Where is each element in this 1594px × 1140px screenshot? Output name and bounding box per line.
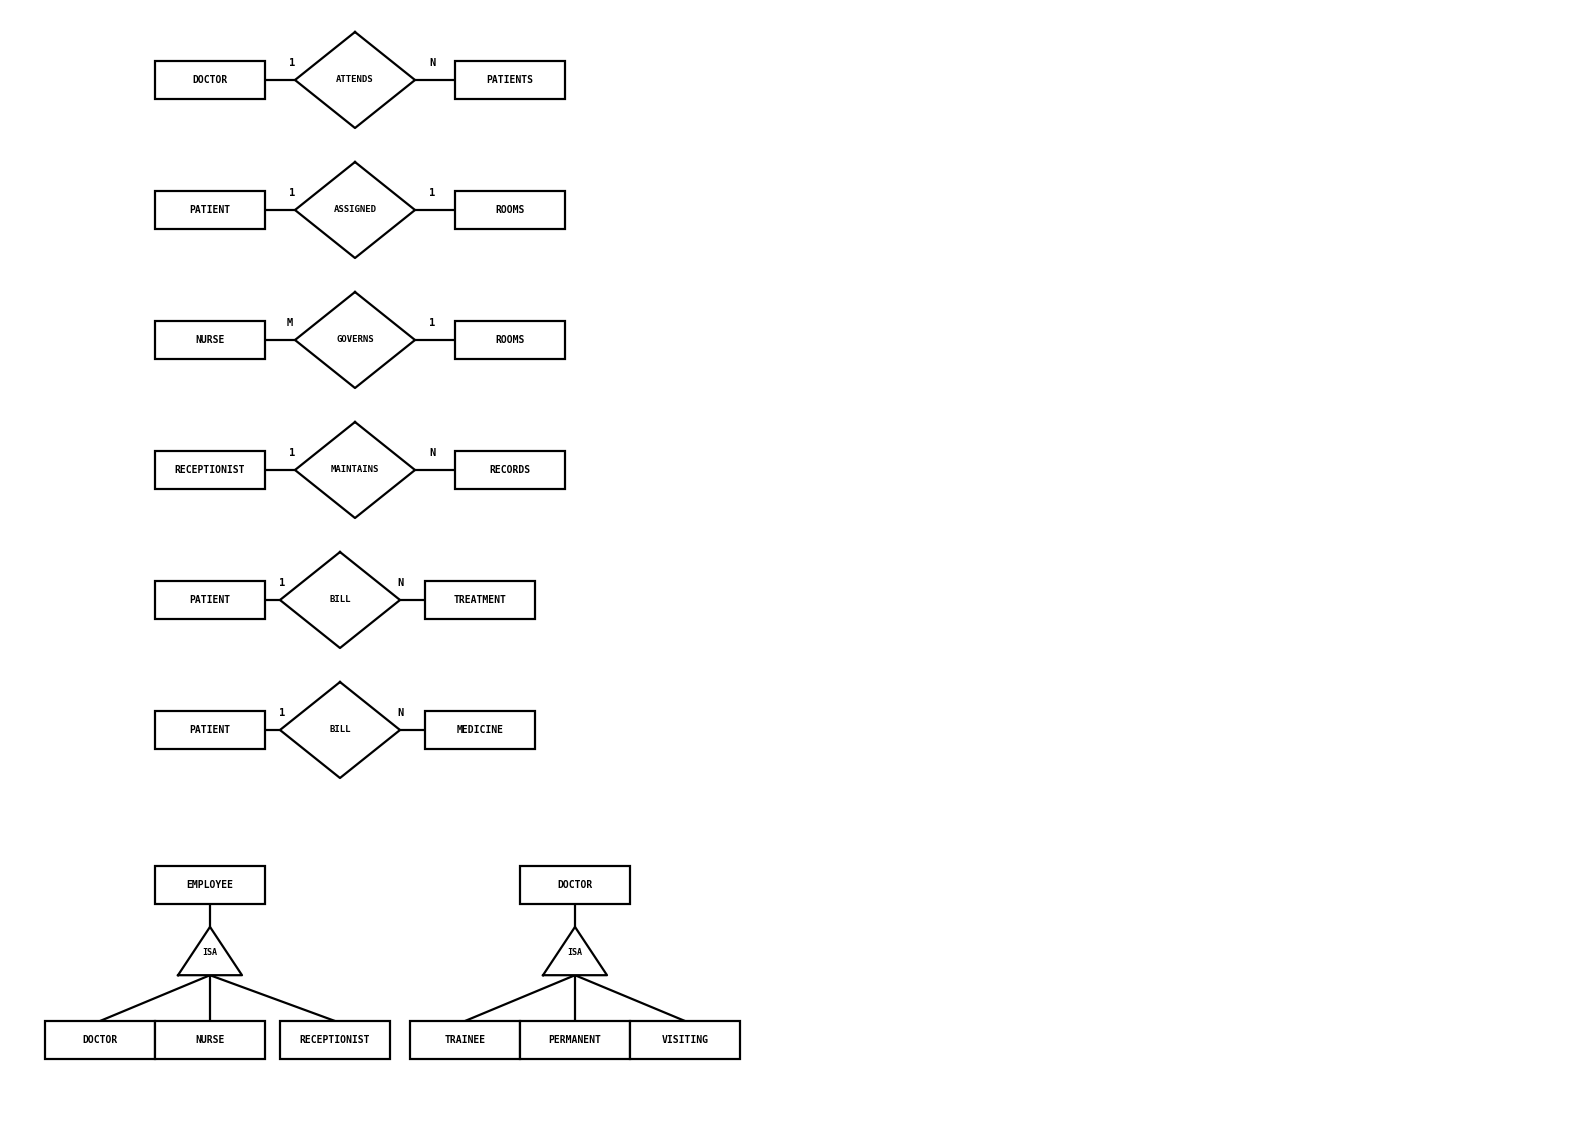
Text: 1: 1 xyxy=(279,578,285,588)
Text: PATIENT: PATIENT xyxy=(190,595,231,605)
Text: M: M xyxy=(287,318,293,328)
FancyBboxPatch shape xyxy=(426,711,536,749)
Text: BILL: BILL xyxy=(330,595,351,604)
Text: VISITING: VISITING xyxy=(662,1035,708,1045)
Text: 1: 1 xyxy=(289,448,295,458)
Text: ROOMS: ROOMS xyxy=(496,205,524,215)
Text: DOCTOR: DOCTOR xyxy=(558,880,593,890)
Text: BILL: BILL xyxy=(330,725,351,734)
Text: 1: 1 xyxy=(289,188,295,198)
FancyBboxPatch shape xyxy=(454,62,564,99)
Text: ASSIGNED: ASSIGNED xyxy=(333,205,376,214)
Text: 1: 1 xyxy=(289,58,295,68)
Polygon shape xyxy=(281,682,400,777)
Text: N: N xyxy=(429,448,435,458)
Text: TREATMENT: TREATMENT xyxy=(454,595,507,605)
Text: MAINTAINS: MAINTAINS xyxy=(332,465,379,474)
FancyBboxPatch shape xyxy=(155,451,265,489)
Text: ROOMS: ROOMS xyxy=(496,335,524,345)
Polygon shape xyxy=(544,927,607,975)
FancyBboxPatch shape xyxy=(155,321,265,359)
Text: N: N xyxy=(397,708,403,718)
Text: PERMANENT: PERMANENT xyxy=(548,1035,601,1045)
FancyBboxPatch shape xyxy=(155,581,265,619)
Text: N: N xyxy=(429,58,435,68)
Polygon shape xyxy=(281,552,400,648)
FancyBboxPatch shape xyxy=(520,1021,630,1059)
Text: MEDICINE: MEDICINE xyxy=(456,725,504,735)
Polygon shape xyxy=(295,422,414,518)
Polygon shape xyxy=(179,927,242,975)
Text: N: N xyxy=(397,578,403,588)
Text: GOVERNS: GOVERNS xyxy=(336,335,375,344)
Text: NURSE: NURSE xyxy=(196,1035,225,1045)
Polygon shape xyxy=(295,32,414,128)
FancyBboxPatch shape xyxy=(454,451,564,489)
Text: RECEPTIONIST: RECEPTIONIST xyxy=(175,465,245,475)
FancyBboxPatch shape xyxy=(155,866,265,904)
Polygon shape xyxy=(295,162,414,258)
FancyBboxPatch shape xyxy=(454,192,564,229)
Text: 1: 1 xyxy=(429,188,435,198)
Text: NURSE: NURSE xyxy=(196,335,225,345)
Text: PATIENT: PATIENT xyxy=(190,205,231,215)
FancyBboxPatch shape xyxy=(155,1021,265,1059)
Text: TRAINEE: TRAINEE xyxy=(445,1035,486,1045)
FancyBboxPatch shape xyxy=(45,1021,155,1059)
FancyBboxPatch shape xyxy=(155,711,265,749)
FancyBboxPatch shape xyxy=(410,1021,520,1059)
Text: RECORDS: RECORDS xyxy=(489,465,531,475)
FancyBboxPatch shape xyxy=(281,1021,391,1059)
FancyBboxPatch shape xyxy=(520,866,630,904)
Text: DOCTOR: DOCTOR xyxy=(193,75,228,86)
Text: 1: 1 xyxy=(279,708,285,718)
Text: PATIENT: PATIENT xyxy=(190,725,231,735)
Text: DOCTOR: DOCTOR xyxy=(83,1035,118,1045)
FancyBboxPatch shape xyxy=(454,321,564,359)
FancyBboxPatch shape xyxy=(630,1021,740,1059)
Polygon shape xyxy=(295,292,414,388)
Text: 1: 1 xyxy=(429,318,435,328)
Text: ATTENDS: ATTENDS xyxy=(336,75,375,84)
FancyBboxPatch shape xyxy=(426,581,536,619)
Text: ISA: ISA xyxy=(202,947,217,956)
Text: RECEPTIONIST: RECEPTIONIST xyxy=(300,1035,370,1045)
Text: ISA: ISA xyxy=(567,947,582,956)
Text: EMPLOYEE: EMPLOYEE xyxy=(186,880,233,890)
Text: PATIENTS: PATIENTS xyxy=(486,75,534,86)
FancyBboxPatch shape xyxy=(155,192,265,229)
FancyBboxPatch shape xyxy=(155,62,265,99)
